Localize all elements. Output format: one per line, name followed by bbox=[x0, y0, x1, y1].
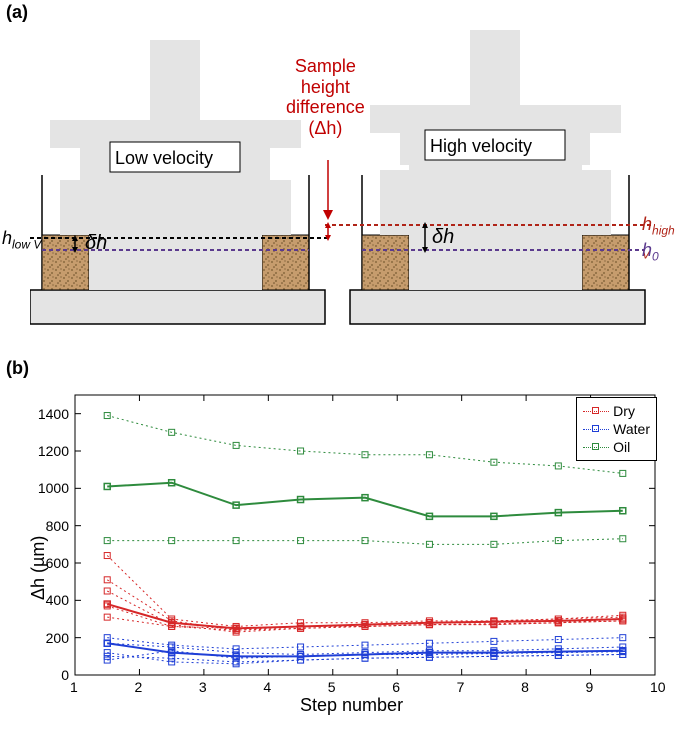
right-stem bbox=[470, 30, 520, 107]
legend-label: Water bbox=[613, 421, 650, 437]
legend-row: Dry bbox=[583, 402, 650, 420]
x-tick-label: 2 bbox=[134, 679, 142, 695]
sample-diff-arrow bbox=[323, 160, 333, 220]
legend: Dry Water Oil bbox=[576, 397, 657, 461]
x-tick-label: 7 bbox=[457, 679, 465, 695]
plot-box bbox=[75, 395, 655, 675]
y-tick-label: 600 bbox=[46, 555, 69, 571]
left-sample-r bbox=[262, 235, 309, 290]
y-tick-label: 1200 bbox=[38, 443, 69, 459]
right-piston bbox=[409, 145, 582, 290]
page: (a) bbox=[0, 0, 685, 731]
x-tick-label: 9 bbox=[586, 679, 594, 695]
y-tick-label: 1000 bbox=[38, 480, 69, 496]
h0-label: h0 bbox=[642, 240, 659, 264]
x-tick-label: 3 bbox=[199, 679, 207, 695]
deltah-left-label: δh bbox=[85, 232, 107, 255]
x-tick-label: 4 bbox=[263, 679, 271, 695]
x-tick-label: 10 bbox=[650, 679, 666, 695]
y-tick-label: 1400 bbox=[38, 406, 69, 422]
right-base bbox=[350, 290, 645, 324]
legend-swatch bbox=[583, 440, 609, 454]
left-flange-l bbox=[60, 180, 89, 235]
legend-swatch bbox=[583, 404, 609, 418]
legend-label: Dry bbox=[613, 403, 635, 419]
panel-b-container: Δh (µm) Step number 12345678910 02004006… bbox=[0, 375, 685, 725]
left-sample-l bbox=[42, 235, 89, 290]
legend-row: Water bbox=[583, 420, 650, 438]
left-base bbox=[30, 290, 325, 324]
panel-a-label: (a) bbox=[6, 2, 28, 23]
y-tick-label: 800 bbox=[46, 518, 69, 534]
x-tick-label: 8 bbox=[521, 679, 529, 695]
right-sample-r bbox=[582, 235, 629, 290]
y-tick-label: 400 bbox=[46, 592, 69, 608]
legend-row: Oil bbox=[583, 438, 650, 456]
legend-swatch bbox=[583, 422, 609, 436]
left-flange-r bbox=[262, 180, 291, 235]
h-low-label: hlow V bbox=[2, 228, 41, 252]
x-tick-label: 5 bbox=[328, 679, 336, 695]
high-velocity-label: High velocity bbox=[430, 136, 532, 157]
low-velocity-label: Low velocity bbox=[115, 148, 213, 169]
left-stem bbox=[150, 40, 200, 122]
legend-label: Oil bbox=[613, 439, 630, 455]
y-tick-label: 0 bbox=[61, 667, 69, 683]
sample-height-label: Sample height difference (Δh) bbox=[286, 56, 365, 139]
x-tick-label: 6 bbox=[392, 679, 400, 695]
right-sample-l bbox=[362, 235, 409, 290]
x-tick-label: 1 bbox=[70, 679, 78, 695]
y-tick-label: 200 bbox=[46, 630, 69, 646]
deltah-right-label: δh bbox=[432, 226, 454, 249]
